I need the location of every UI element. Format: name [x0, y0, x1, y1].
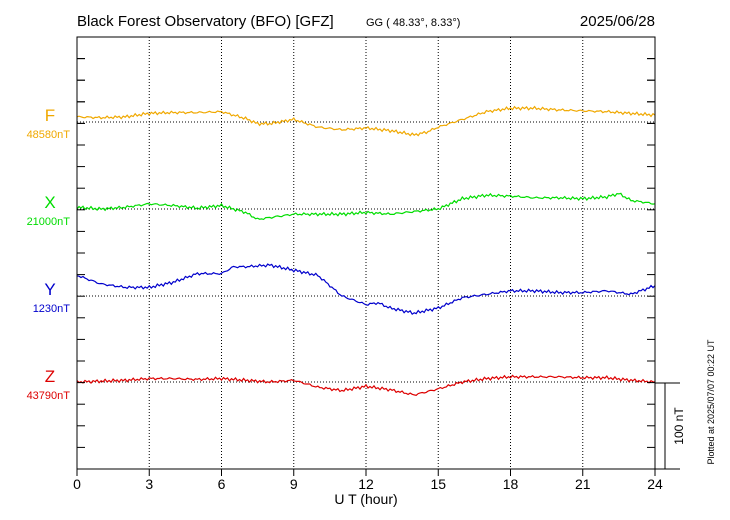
scale-bar-label: 100 nT — [672, 407, 686, 445]
series-line-x — [76, 192, 656, 221]
station-coordinates: GG ( 48.33°, 8.33°) — [366, 17, 460, 29]
x-axis-ticks — [76, 36, 656, 476]
baseline-value-x: 21000nT — [27, 216, 71, 228]
component-label-y: Y — [44, 280, 55, 299]
x-tick-label: 24 — [647, 476, 663, 492]
baseline-value-y: 1230nT — [33, 303, 71, 315]
x-tick-label: 21 — [575, 476, 591, 492]
grid-lines — [148, 37, 584, 469]
component-label-f: F — [45, 106, 55, 125]
scale-bar: 100 nT — [655, 382, 686, 470]
component-label-x: X — [44, 193, 55, 212]
baseline-value-f: 48580nT — [27, 129, 71, 141]
chart-title: Black Forest Observatory (BFO) [GFZ] — [77, 13, 334, 30]
x-tick-label: 6 — [218, 476, 226, 492]
x-tick-label: 9 — [290, 476, 298, 492]
component-labels: F 48580nT X 21000nT Y 1230nT Z 43790nT — [27, 106, 71, 402]
x-tick-label: 0 — [73, 476, 81, 492]
series-line-z — [76, 374, 656, 396]
plotted-timestamp: Plotted at 2025/07/07 00:22 UT — [706, 339, 716, 465]
x-axis-label: U T (hour) — [334, 491, 397, 507]
x-tick-label: 12 — [358, 476, 374, 492]
chart-date: 2025/06/28 — [580, 13, 655, 30]
x-axis-tick-labels: 0 3 6 9 12 15 18 21 24 — [73, 476, 663, 492]
baseline-value-z: 43790nT — [27, 390, 71, 402]
x-tick-label: 15 — [430, 476, 446, 492]
x-tick-label: 18 — [503, 476, 519, 492]
series-lines — [76, 105, 656, 396]
series-line-y — [76, 263, 656, 316]
series-line-f — [76, 105, 656, 137]
baseline-lines — [77, 121, 655, 383]
component-label-z: Z — [45, 367, 55, 386]
x-tick-label: 3 — [145, 476, 153, 492]
